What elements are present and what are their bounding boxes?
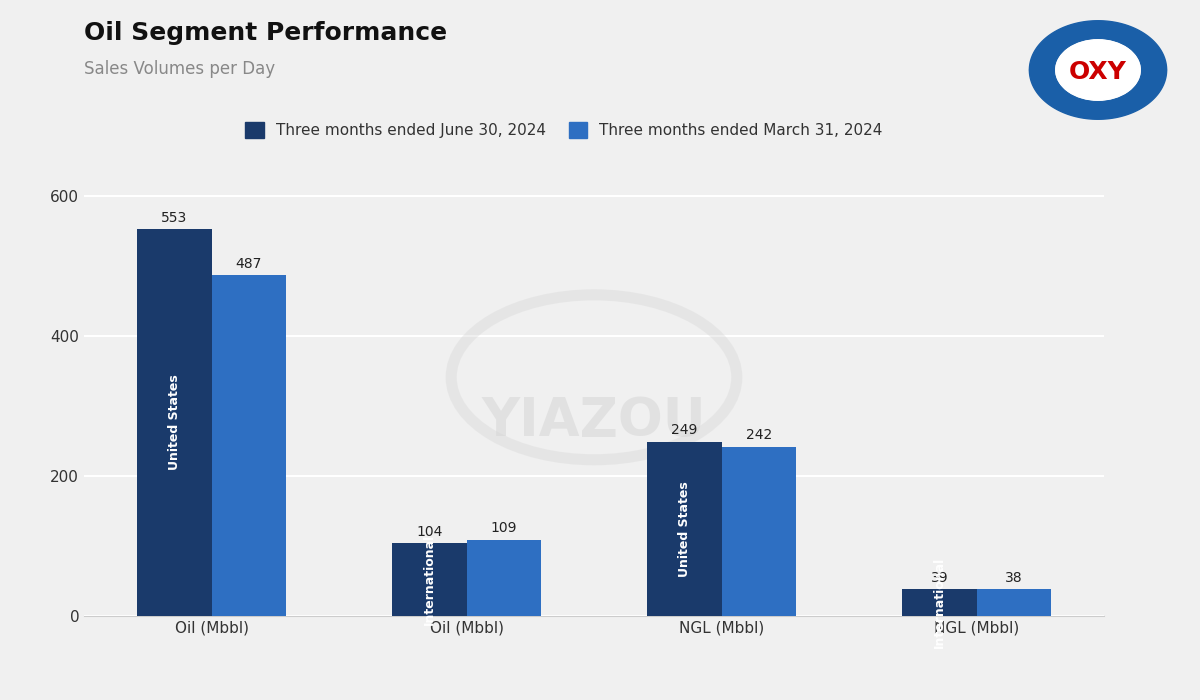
Text: 487: 487 bbox=[235, 257, 262, 271]
Bar bbox=[977, 589, 1051, 616]
Polygon shape bbox=[1030, 21, 1166, 70]
Bar bbox=[902, 589, 977, 616]
Text: 109: 109 bbox=[491, 522, 517, 536]
Text: 38: 38 bbox=[1004, 571, 1022, 585]
Text: International: International bbox=[422, 534, 436, 625]
Bar bbox=[137, 229, 211, 616]
Text: 39: 39 bbox=[930, 570, 948, 584]
Text: 242: 242 bbox=[745, 428, 772, 442]
Text: International: International bbox=[932, 556, 946, 648]
Bar bbox=[392, 543, 467, 616]
Bar bbox=[211, 275, 286, 616]
Bar bbox=[647, 442, 721, 616]
Circle shape bbox=[1056, 40, 1140, 100]
Text: 249: 249 bbox=[671, 424, 697, 438]
Polygon shape bbox=[1030, 70, 1166, 119]
Legend: Three months ended June 30, 2024, Three months ended March 31, 2024: Three months ended June 30, 2024, Three … bbox=[239, 116, 889, 144]
Text: United States: United States bbox=[168, 374, 181, 470]
Text: OXY: OXY bbox=[1069, 60, 1127, 84]
Text: Oil Segment Performance: Oil Segment Performance bbox=[84, 21, 448, 45]
Bar bbox=[721, 447, 796, 616]
Text: YIAZOU: YIAZOU bbox=[481, 395, 707, 447]
Text: 553: 553 bbox=[161, 211, 187, 225]
Text: United States: United States bbox=[678, 481, 691, 577]
Text: Sales Volumes per Day: Sales Volumes per Day bbox=[84, 60, 275, 78]
Bar bbox=[467, 540, 541, 616]
Text: 104: 104 bbox=[416, 525, 443, 539]
